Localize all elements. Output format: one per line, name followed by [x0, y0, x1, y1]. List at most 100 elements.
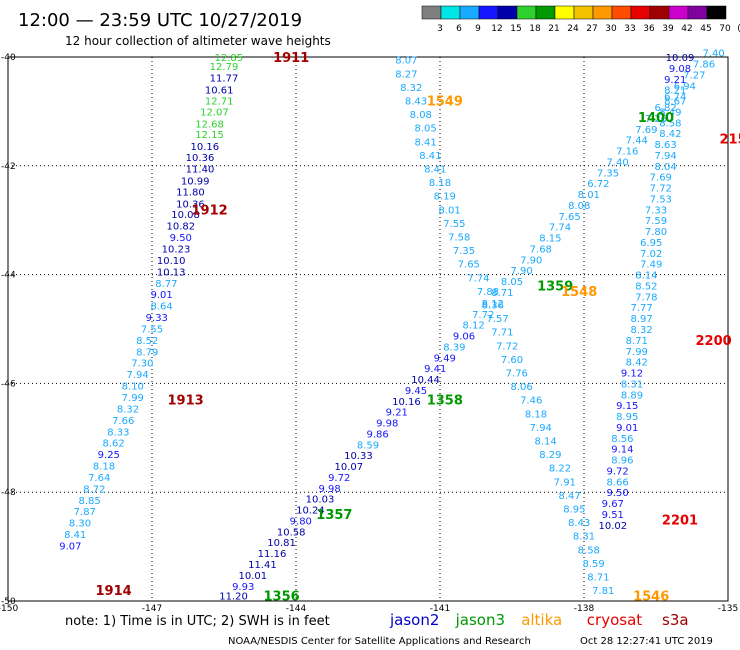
- time-label: 2159: [720, 133, 740, 148]
- colorbar-label: 45: [700, 24, 711, 34]
- wave-height-point: 10.03: [306, 495, 335, 506]
- wave-height-point: 9.25: [98, 450, 120, 461]
- wave-height-point: 7.59: [645, 216, 667, 227]
- wave-height-point: 9.50: [170, 233, 192, 244]
- wave-height-point: 7.58: [448, 233, 470, 244]
- wave-height-point: 8.10: [122, 382, 144, 393]
- colorbar-label: 15: [510, 24, 521, 34]
- wave-height-point: 7.81: [592, 586, 614, 597]
- colorbar-label: 42: [681, 24, 692, 34]
- wave-height-point: 8.39: [443, 342, 465, 353]
- wave-height-point: 7.90: [520, 255, 542, 266]
- wave-height-point: 7.57: [486, 314, 508, 325]
- wave-height-point: 7.44: [626, 136, 648, 147]
- wave-height-point: 8.64: [150, 302, 172, 313]
- colorbar-swatch: [421, 5, 442, 20]
- wave-height-point: 7.72: [496, 341, 518, 352]
- time-label: 1549: [427, 95, 463, 110]
- wave-height-point: 8.14: [635, 271, 657, 282]
- colorbar-label: 18: [529, 24, 541, 34]
- wave-height-point: 10.09: [666, 53, 695, 64]
- time-label: 1546: [633, 590, 669, 605]
- wave-height-point: 8.52: [635, 281, 657, 292]
- wave-height-point: 7.94: [530, 423, 552, 434]
- colorbar-swatch: [687, 5, 708, 20]
- legend-entry: altika: [521, 611, 562, 629]
- wave-height-point: 8.12: [462, 321, 484, 332]
- colorbar-label: 70: [719, 24, 731, 34]
- wave-height-point: 9.21: [386, 408, 408, 419]
- wave-height-point: 8.18: [93, 462, 115, 473]
- wave-height-point: 8.67: [664, 97, 686, 108]
- colorbar-label: 24: [567, 24, 579, 34]
- time-labels: 1911 1912 1913 1914 1356 1357 1358 1359 1400 1549…: [96, 51, 740, 605]
- time-label: 1359: [537, 279, 573, 294]
- x-tick-label: -147: [142, 604, 162, 614]
- time-label: 1357: [316, 508, 352, 523]
- wave-height-point: 7.72: [650, 184, 672, 195]
- y-tick-label: -42: [1, 162, 16, 172]
- wave-height-point: 7.77: [630, 303, 652, 314]
- legend-entry: jason2: [389, 611, 439, 629]
- wave-height-point: 10.61: [205, 86, 234, 97]
- legend: jason2 jason3 altika cryosat s3a: [389, 611, 689, 629]
- plot-frame: [7, 56, 729, 602]
- wave-height-point: 10.24: [296, 506, 325, 517]
- wave-height-point: 8.14: [534, 437, 556, 448]
- wave-height-point: 8.95: [616, 412, 638, 423]
- wave-height-point: 8.32: [117, 404, 139, 415]
- wave-height-point: 9.98: [318, 484, 340, 495]
- wave-height-point: 9.01: [150, 290, 172, 301]
- wave-height-point: 7.35: [597, 168, 619, 179]
- wave-height-point: 8.31: [573, 532, 595, 543]
- footer-note: note: 1) Time is in UTC; 2) SWH is in fe…: [65, 614, 330, 629]
- wave-height-point: 10.16: [190, 142, 219, 153]
- colorbar-swatch: [535, 5, 556, 20]
- wave-height-point: 8.42: [626, 358, 648, 369]
- wave-height-point: 10.36: [186, 153, 215, 164]
- wave-height-point: 9.12: [621, 369, 643, 380]
- time-label: 1400: [638, 111, 674, 126]
- wave-height-point: 8.29: [539, 450, 561, 461]
- colorbar-swatch: [478, 5, 499, 20]
- colorbar-swatch: [459, 5, 480, 20]
- time-label: 1911: [273, 51, 309, 66]
- y-tick-label: -40: [1, 53, 16, 63]
- wave-height-point: 7.94: [126, 370, 148, 381]
- legend-entry: s3a: [662, 611, 689, 629]
- wave-height-point: 9.86: [366, 429, 388, 440]
- wave-height-point: 8.59: [582, 559, 604, 570]
- wave-height-point: 7.69: [650, 173, 672, 184]
- wave-height-point: 10.08: [171, 210, 200, 221]
- wave-height-point: 8.58: [659, 118, 681, 129]
- wave-height-point: 12.07: [200, 107, 229, 118]
- wave-height-point: 8.01: [578, 190, 600, 201]
- wave-height-point: 10.99: [181, 176, 210, 187]
- wave-height-point: 7.40: [606, 157, 628, 168]
- wave-height-point: 8.06: [510, 382, 532, 393]
- wave-height-point: 8.07: [395, 56, 417, 67]
- wave-height-point: 10.10: [157, 256, 186, 267]
- wave-height-point: 7.16: [616, 147, 638, 158]
- colorbar-swatch: [649, 5, 670, 20]
- wave-height-point: 9.07: [59, 542, 81, 553]
- wave-height-point: 7.66: [112, 416, 134, 427]
- wave-height-point: 12.68: [195, 119, 224, 130]
- wave-height-point: 8.21: [664, 86, 686, 97]
- wave-height-point: 7.88: [477, 287, 499, 298]
- wave-height-point: 8.95: [563, 505, 585, 516]
- wave-height-point: 8.05: [414, 124, 436, 135]
- wave-height-point: 8.08: [410, 110, 432, 121]
- wave-height-point: 8.77: [155, 279, 177, 290]
- wave-height-point: 8.30: [69, 519, 91, 530]
- wave-height-point: 7.26: [645, 114, 667, 125]
- colorbar-label: 33: [624, 24, 635, 34]
- wave-height-point: 7.60: [501, 355, 523, 366]
- wave-height-point: 8.59: [357, 440, 379, 451]
- footer-timestamp: Oct 28 12:27:41 UTC 2019: [580, 636, 713, 647]
- axis-ticks: -150 -147 -144 -141 -138 -135 -40 -42 -44 -46 -48 -…: [0, 53, 738, 614]
- wave-height-point: 7.53: [650, 194, 672, 205]
- wave-height-point: 10.33: [344, 451, 373, 462]
